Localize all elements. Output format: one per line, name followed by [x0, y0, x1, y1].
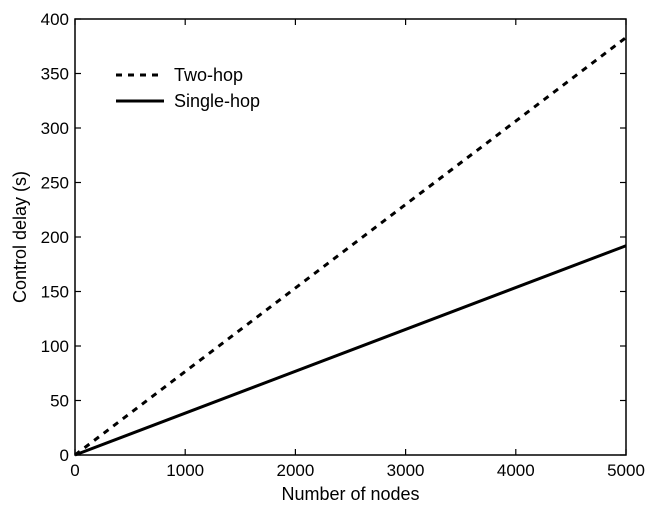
y-tick-label-8: 400 — [41, 10, 69, 29]
y-tick-label-0: 0 — [60, 446, 69, 465]
legend-label-single-hop: Single-hop — [174, 91, 260, 111]
x-tick-label-5: 5000 — [607, 461, 645, 480]
legend: Two-hop Single-hop — [116, 65, 260, 111]
legend-label-two-hop: Two-hop — [174, 65, 243, 85]
series-layer — [74, 36, 627, 457]
y-tick-label-1: 50 — [50, 392, 69, 411]
y-tick-label-6: 300 — [41, 119, 69, 138]
y-tick-label-7: 350 — [41, 65, 69, 84]
y-axis-title: Control delay (s) — [10, 171, 30, 303]
x-tick-label-3: 3000 — [387, 461, 425, 480]
y-tick-label-2: 100 — [41, 337, 69, 356]
x-tick-label-2: 2000 — [276, 461, 314, 480]
x-axis-title: Number of nodes — [281, 484, 419, 504]
x-tick-label-1: 1000 — [166, 461, 204, 480]
plot-area-frame — [74, 18, 627, 456]
series-line-two-hop — [74, 36, 627, 457]
series-line-single-hop — [74, 244, 627, 457]
x-tick-label-0: 0 — [70, 461, 79, 480]
y-tick-label-3: 150 — [41, 283, 69, 302]
y-tick-label-4: 200 — [41, 228, 69, 247]
x-tick-label-4: 4000 — [497, 461, 535, 480]
ticks-layer: 0 1000 2000 3000 4000 5000 0 50 100 150 200 250 300 3… — [41, 10, 645, 480]
y-tick-label-5: 250 — [41, 174, 69, 193]
